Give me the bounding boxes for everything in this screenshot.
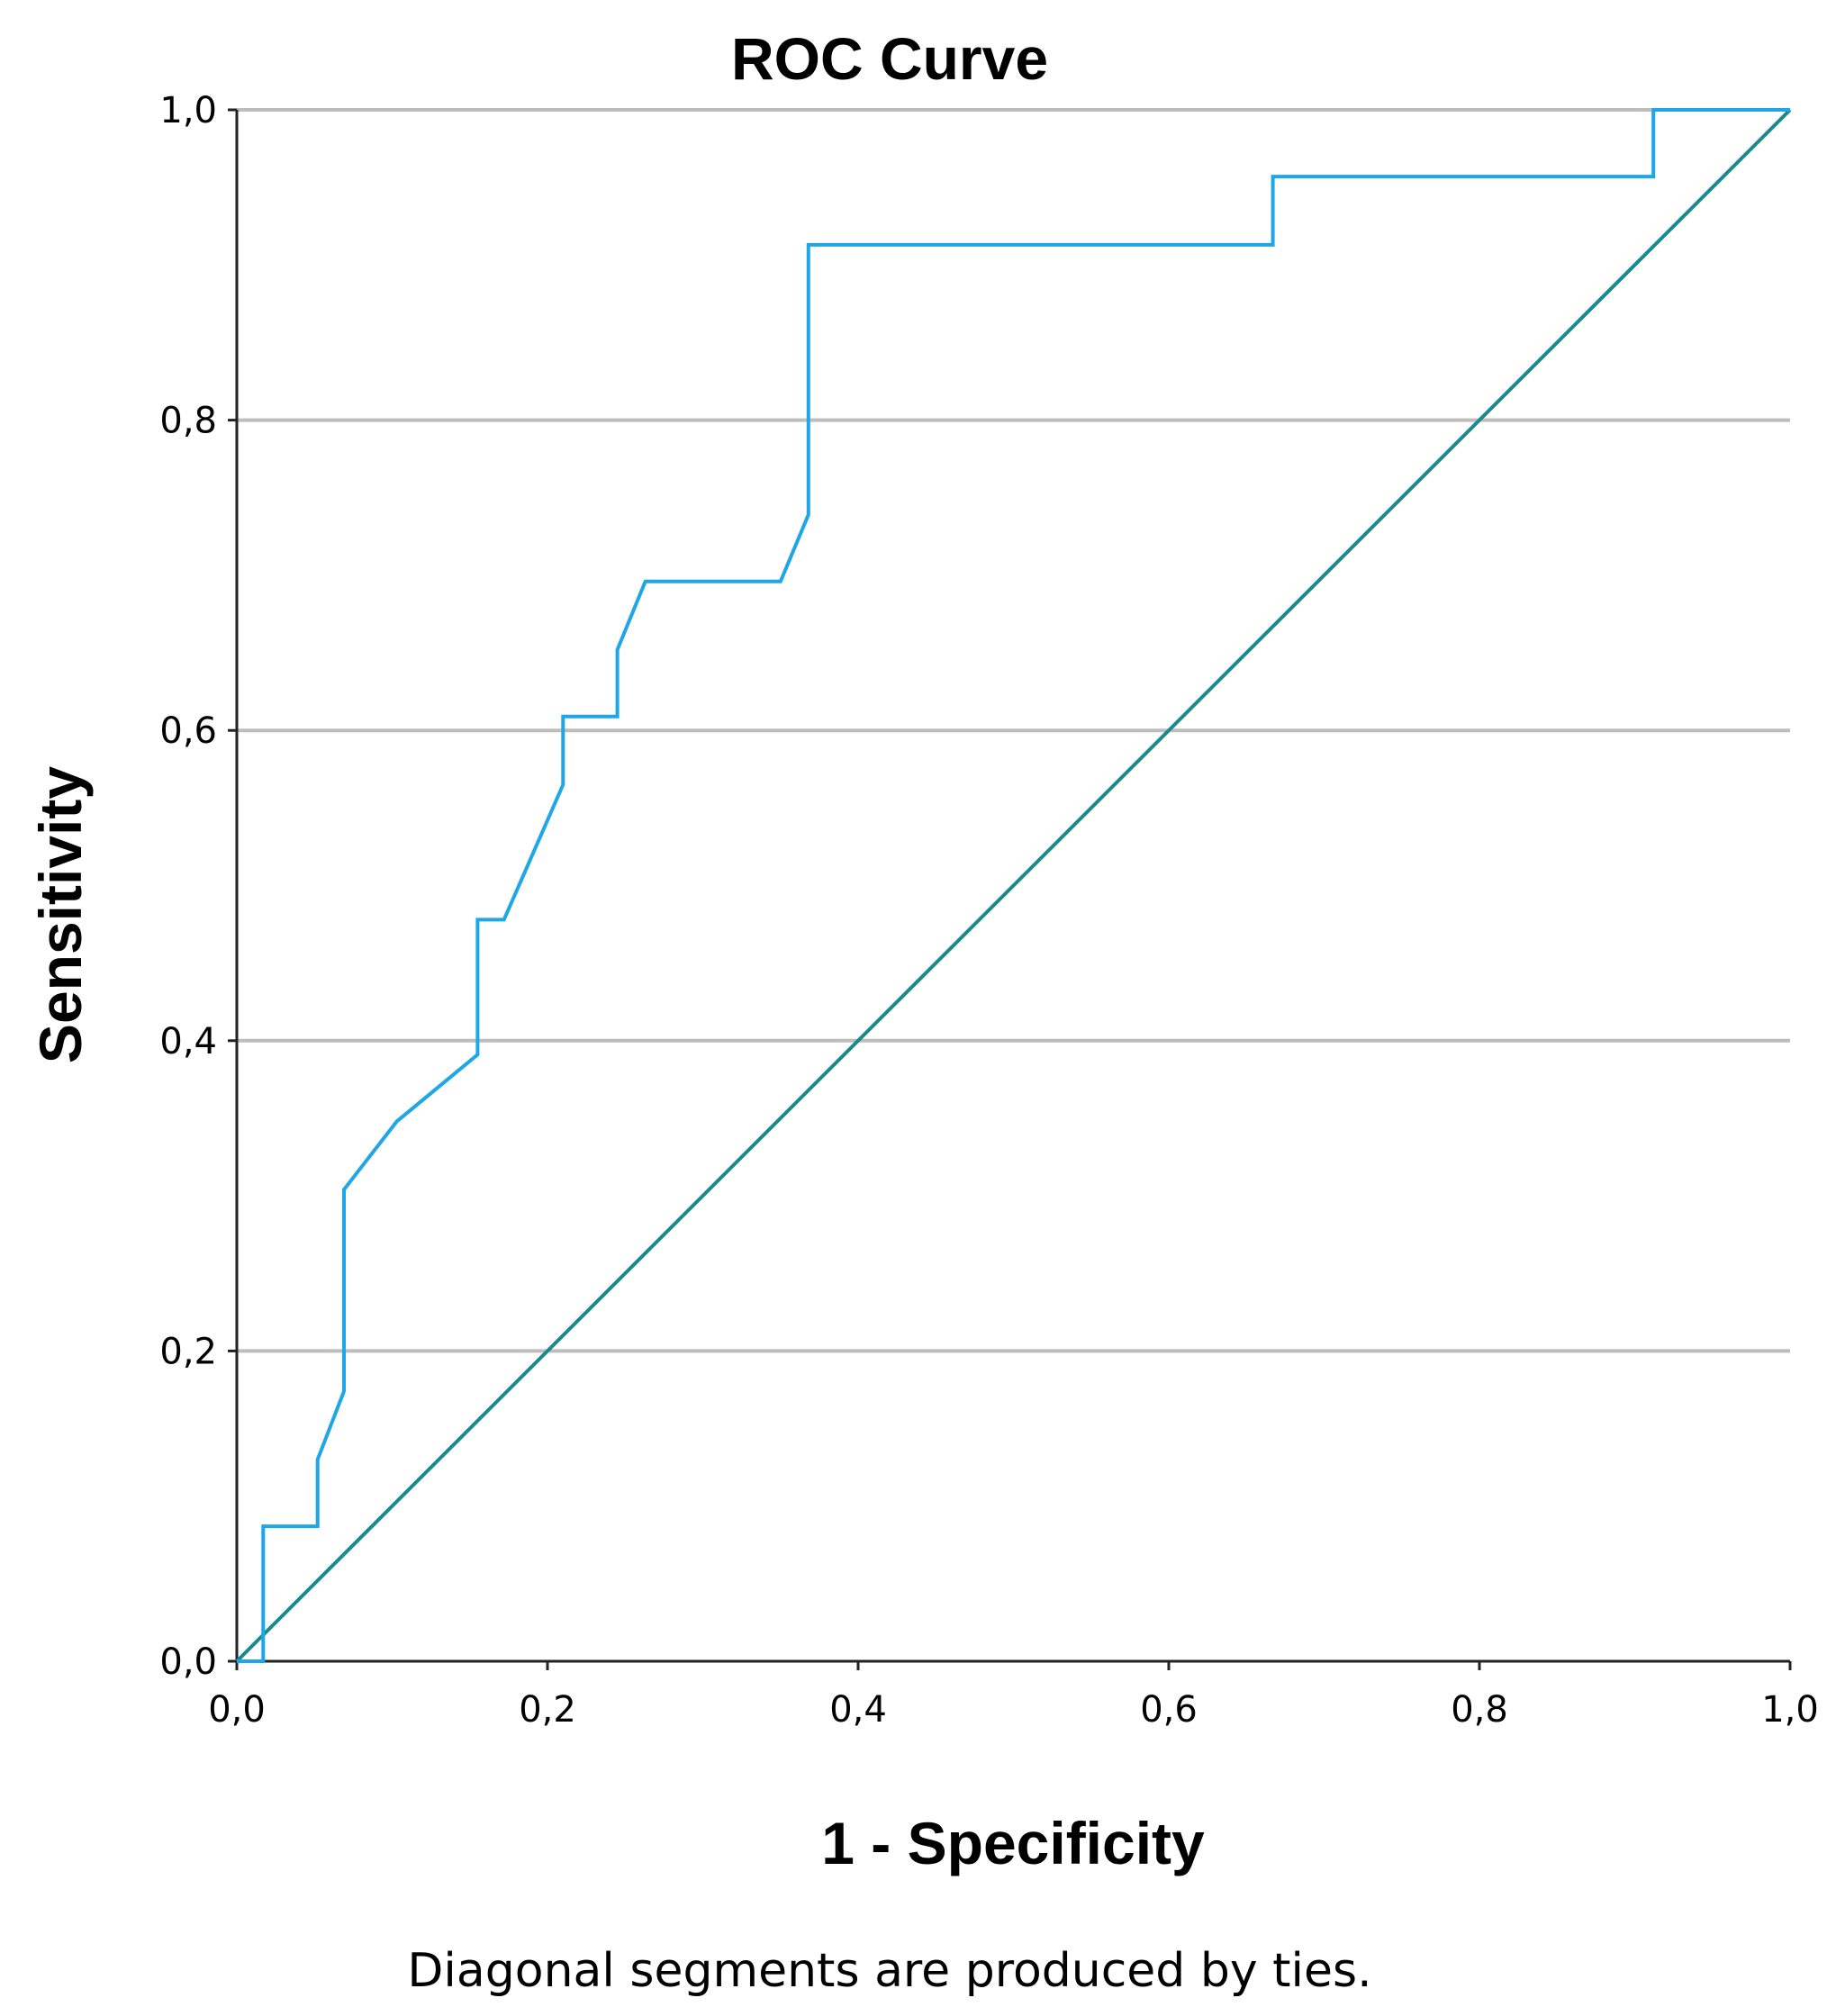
- x-tick-label: 0,6: [1140, 1689, 1198, 1731]
- x-axis-label: 1 - Specificity: [821, 1810, 1205, 1876]
- x-tick-label: 1,0: [1761, 1689, 1819, 1731]
- x-tick-label: 0,2: [519, 1689, 576, 1731]
- x-tick-label: 0,0: [208, 1689, 266, 1731]
- roc-curve-line: [237, 108, 1790, 1663]
- x-tick-label: 0,8: [1451, 1689, 1508, 1731]
- y-tick-label: 0,4: [159, 1021, 217, 1062]
- y-tick-label: 1,0: [159, 90, 217, 131]
- series-layer: [235, 108, 1792, 1663]
- axes: [228, 108, 1792, 1670]
- y-tick-label: 0,8: [159, 401, 217, 442]
- y-axis-label: Sensitivity: [27, 766, 94, 1063]
- y-tick-label: 0,2: [159, 1331, 217, 1372]
- reference-line: [235, 108, 1792, 1663]
- x-tick-label: 0,4: [829, 1689, 887, 1731]
- y-tick-label: 0,6: [159, 710, 217, 752]
- y-tick-label: 0,0: [159, 1641, 217, 1683]
- tick-labels: 0,0 0,2 0,4 0,6 0,8 1,0 0,0 0,2 0,4 0,6 0,8 1,0: [159, 90, 1818, 1731]
- grid-lines: [237, 108, 1790, 1353]
- chart-title: ROC Curve: [731, 25, 1048, 92]
- footnote: Diagonal segments are produced by ties.: [407, 1944, 1371, 1998]
